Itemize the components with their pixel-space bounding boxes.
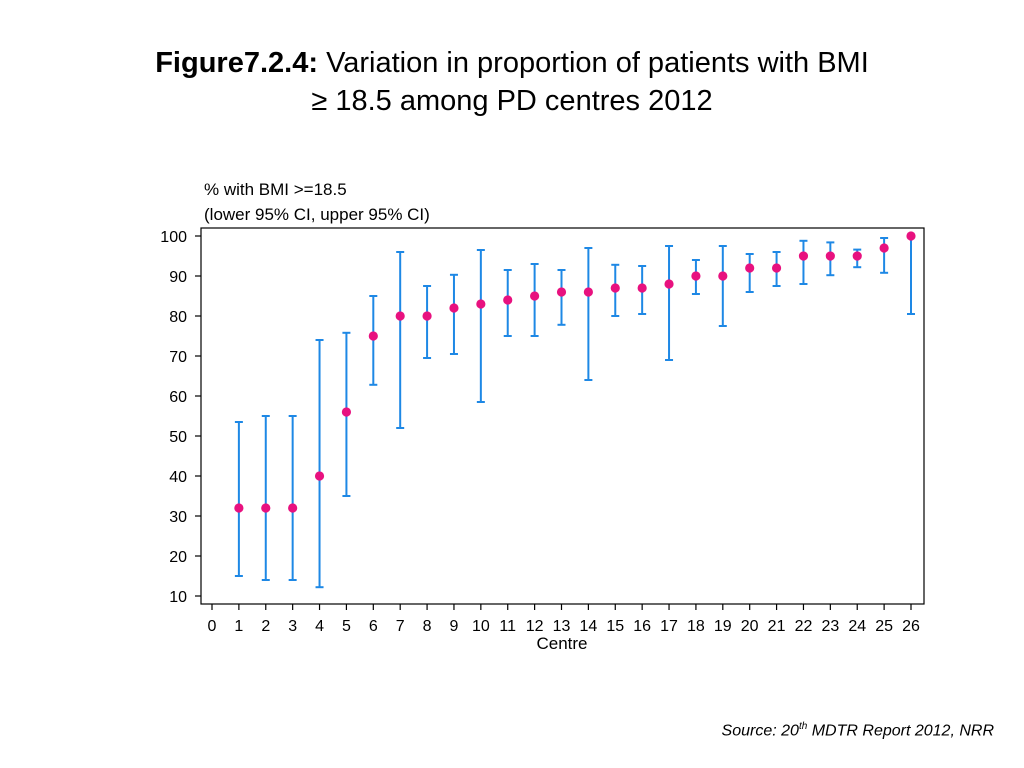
x-tick-label: 15 bbox=[606, 618, 624, 635]
x-tick-label: 23 bbox=[821, 618, 839, 635]
point-centre-16 bbox=[637, 283, 647, 293]
x-tick-label: 8 bbox=[423, 618, 432, 635]
y-tick-label: 80 bbox=[169, 309, 187, 326]
point-centre-5 bbox=[341, 407, 352, 417]
point-centre-4 bbox=[314, 471, 325, 481]
point-centre-11 bbox=[503, 295, 513, 305]
point-centre-1 bbox=[234, 503, 244, 513]
x-tick-label: 0 bbox=[208, 618, 217, 635]
x-tick-label: 21 bbox=[768, 618, 786, 635]
x-tick-label: 11 bbox=[499, 618, 516, 635]
y-axis: 10 20 30 40 50 60 70 80 90 100 bbox=[160, 229, 201, 606]
point-centre-22 bbox=[798, 251, 809, 261]
x-tick-label: 13 bbox=[553, 618, 571, 635]
x-tick-label: 22 bbox=[795, 618, 813, 635]
x-tick-label: 19 bbox=[714, 618, 732, 635]
y-tick-label: 40 bbox=[169, 469, 187, 486]
x-tick-label: 17 bbox=[660, 618, 678, 635]
x-tick-label: 4 bbox=[315, 618, 324, 635]
x-tick-label: 9 bbox=[450, 618, 459, 635]
point-centre-6 bbox=[368, 331, 378, 341]
source-superscript: th bbox=[798, 721, 808, 732]
x-tick-label: 20 bbox=[741, 618, 759, 635]
point-centre-15 bbox=[610, 283, 620, 293]
point-centre-25 bbox=[879, 243, 889, 253]
x-tick-label: 5 bbox=[342, 618, 351, 635]
x-tick-label: 26 bbox=[902, 618, 920, 635]
x-tick-label: 14 bbox=[579, 618, 597, 635]
x-axis: 0 1 2 3 4 5 6 7 8 9 10 11 12 13 14 15 16 17 18 19 20 21 22 23 24… bbox=[208, 604, 920, 635]
figure-number: Figure7.2.4: bbox=[155, 47, 318, 79]
point-centre-12 bbox=[530, 291, 540, 301]
x-axis-title: Centre bbox=[536, 634, 587, 653]
title-line-1: Figure7.2.4: Variation in proportion of … bbox=[0, 44, 1024, 82]
point-centre-13 bbox=[556, 287, 567, 297]
x-tick-label: 12 bbox=[526, 618, 544, 635]
x-tick-label: 16 bbox=[633, 618, 651, 635]
point-centre-14 bbox=[583, 287, 593, 297]
error-bars bbox=[234, 235, 915, 589]
point-centre-10 bbox=[476, 299, 486, 309]
source-prefix: Source: 20 bbox=[721, 722, 799, 740]
point-centre-8 bbox=[422, 311, 432, 321]
data-points bbox=[234, 231, 916, 513]
y-tick-label: 30 bbox=[169, 509, 187, 526]
x-tick-label: 24 bbox=[848, 618, 866, 635]
point-centre-2 bbox=[261, 503, 271, 513]
x-tick-label: 18 bbox=[687, 618, 705, 635]
title-text: Variation in proportion of patients with… bbox=[326, 47, 869, 79]
x-tick-label: 10 bbox=[472, 618, 490, 635]
y-axis-title-line-2: (lower 95% CI, upper 95% CI) bbox=[204, 205, 430, 224]
y-tick-label: 70 bbox=[169, 349, 187, 366]
chart-title: Figure7.2.4: Variation in proportion of … bbox=[0, 44, 1024, 120]
title-line-2: ≥ 18.5 among PD centres 2012 bbox=[311, 85, 713, 117]
x-tick-label: 7 bbox=[396, 618, 405, 635]
point-centre-3 bbox=[288, 503, 298, 513]
point-centre-17 bbox=[664, 279, 674, 289]
y-tick-label: 10 bbox=[169, 589, 187, 606]
source-suffix: MDTR Report 2012, NRR bbox=[807, 722, 994, 740]
point-centre-18 bbox=[691, 271, 701, 281]
x-tick-label: 25 bbox=[875, 618, 893, 635]
x-tick-label: 2 bbox=[261, 618, 270, 635]
point-centre-26 bbox=[906, 231, 916, 241]
y-tick-label: 100 bbox=[160, 229, 187, 246]
y-tick-label: 50 bbox=[169, 429, 187, 446]
y-tick-label: 20 bbox=[169, 549, 187, 566]
y-tick-label: 90 bbox=[169, 269, 187, 286]
point-centre-20 bbox=[745, 263, 755, 273]
x-tick-label: 3 bbox=[288, 618, 297, 635]
plot-frame bbox=[200, 227, 925, 605]
point-centre-23 bbox=[825, 251, 835, 261]
point-centre-9 bbox=[449, 303, 459, 313]
point-centre-7 bbox=[395, 311, 405, 321]
y-tick-label: 60 bbox=[169, 389, 187, 406]
x-tick-label: 1 bbox=[234, 618, 243, 635]
point-centre-19 bbox=[718, 271, 728, 281]
y-axis-title-line-1: % with BMI >=18.5 bbox=[204, 180, 347, 199]
source-note: Source: 20th MDTR Report 2012, NRR bbox=[722, 721, 994, 740]
point-centre-24 bbox=[852, 251, 862, 261]
x-tick-label: 6 bbox=[369, 618, 378, 635]
point-centre-21 bbox=[771, 263, 782, 273]
